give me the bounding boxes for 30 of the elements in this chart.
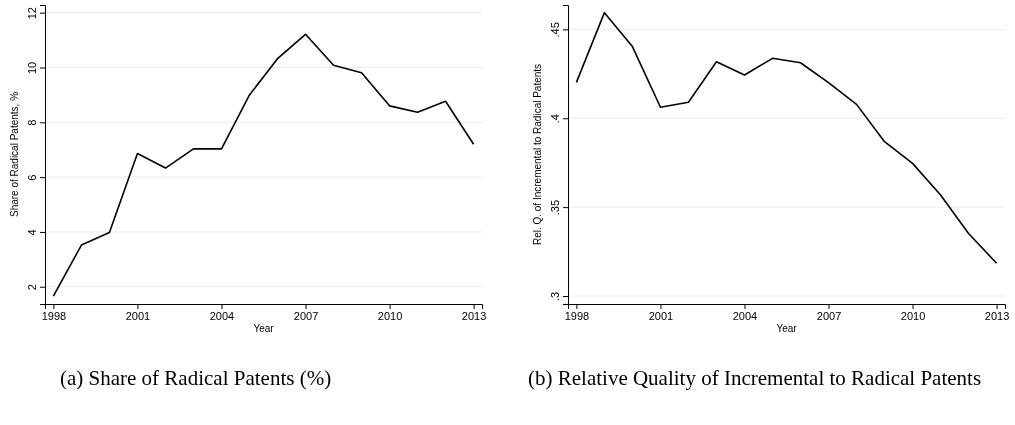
line-series [52, 33, 475, 297]
y-axis-title: Share of Radical Patents, % [9, 91, 20, 218]
y-tick-label: 8 [26, 119, 38, 126]
x-tick-label: 1998 [564, 309, 590, 322]
y-tick-label: 2 [26, 284, 38, 291]
x-tick-label: 2010 [900, 309, 926, 322]
y-axis-title: Rel. Q. of Incremental to Radical Patents [532, 63, 543, 246]
y-tick-label: .45 [549, 22, 561, 38]
y-tick-label: .3 [549, 291, 561, 302]
y-tick-label: 4 [26, 229, 38, 236]
x-tick-label: 2013 [461, 309, 487, 322]
x-tick-label: 2007 [293, 309, 319, 322]
text: (b) Relative Quality of Incremental to Radical Patents [528, 366, 982, 390]
x-axis-title: Year [253, 323, 275, 334]
y-tick-label: 12 [26, 7, 38, 20]
x-tick-label: 2007 [816, 309, 842, 322]
text: (a) Share of Radical Patents (%) [60, 366, 332, 390]
x-tick-label: 2013 [984, 309, 1010, 322]
x-tick-label: 2010 [377, 309, 403, 322]
y-tick-label: .4 [549, 114, 561, 124]
line-series [575, 11, 998, 265]
x-tick-label: 2004 [732, 309, 758, 322]
x-tick-label: 2001 [648, 309, 674, 322]
x-tick-label: 2004 [209, 309, 235, 322]
x-tick-label: 1998 [41, 309, 67, 322]
y-tick-label: .35 [549, 199, 561, 216]
y-tick-label: 6 [26, 174, 38, 181]
x-axis-title: Year [776, 323, 798, 334]
y-tick-label: 10 [26, 61, 38, 75]
x-tick-label: 2001 [125, 309, 151, 322]
